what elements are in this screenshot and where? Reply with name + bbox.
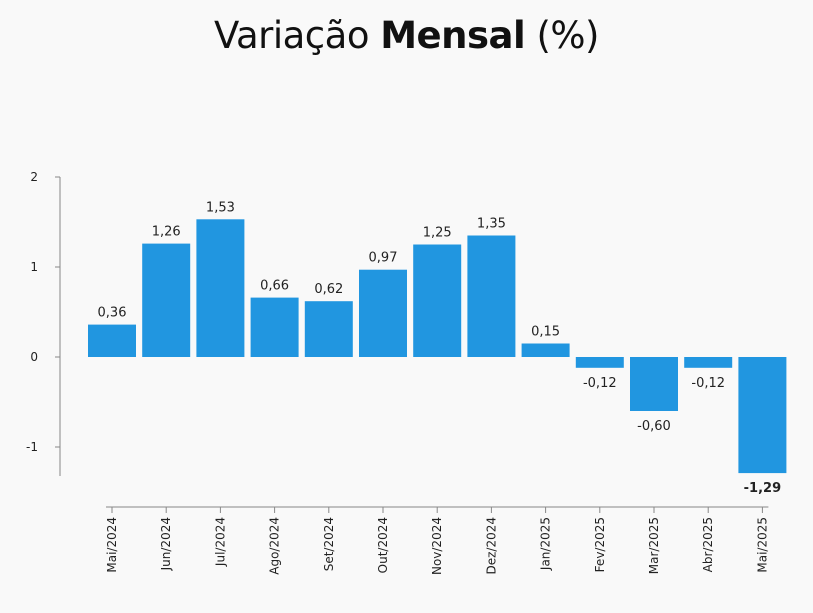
data-label: 1,26 bbox=[152, 225, 181, 240]
data-label: 0,15 bbox=[531, 325, 560, 340]
x-tick-label: Ago/2024 bbox=[268, 517, 282, 575]
bar bbox=[196, 219, 245, 357]
bar bbox=[575, 357, 624, 368]
x-tick-label: Abr/2025 bbox=[701, 517, 715, 572]
data-label: 0,66 bbox=[260, 279, 289, 294]
x-tick-label: Out/2024 bbox=[376, 517, 390, 573]
x-tick-label: Jun/2024 bbox=[159, 517, 173, 571]
title-part-1: Variação bbox=[214, 14, 369, 57]
bar bbox=[359, 269, 407, 357]
x-tick-label: Dez/2024 bbox=[484, 517, 498, 575]
y-tick-label: 2 bbox=[30, 170, 38, 184]
bar bbox=[521, 343, 570, 357]
x-tick-label: Jan/2025 bbox=[539, 517, 553, 571]
bar bbox=[250, 297, 299, 357]
y-tick-label: 1 bbox=[30, 260, 38, 274]
bar bbox=[413, 244, 462, 357]
title-part-3: (%) bbox=[536, 14, 599, 57]
y-tick-label: -1 bbox=[26, 440, 38, 454]
x-tick-label: Mai/2025 bbox=[755, 517, 769, 573]
y-tick-label: 0 bbox=[30, 350, 38, 364]
data-label: 1,53 bbox=[206, 200, 235, 215]
data-label: -0,12 bbox=[583, 376, 617, 391]
data-label: 0,97 bbox=[369, 251, 398, 266]
bar bbox=[467, 235, 516, 357]
data-label: 1,25 bbox=[423, 226, 452, 241]
bar bbox=[684, 357, 733, 368]
x-tick-label: Mai/2024 bbox=[105, 517, 119, 573]
data-label: 0,62 bbox=[314, 282, 343, 297]
data-label: 1,35 bbox=[477, 217, 506, 232]
data-label: 0,36 bbox=[98, 306, 127, 321]
title-part-2: Mensal bbox=[380, 14, 526, 57]
data-label: -0,12 bbox=[691, 376, 725, 391]
x-tick-label: Nov/2024 bbox=[430, 517, 444, 575]
data-label: -0,60 bbox=[637, 419, 671, 434]
data-label: -1,29 bbox=[744, 481, 781, 496]
bar bbox=[304, 301, 353, 357]
bar bbox=[630, 357, 678, 411]
chart-title: Variação Mensal (%) bbox=[0, 14, 813, 57]
bar bbox=[88, 324, 136, 357]
x-tick-label: Fev/2025 bbox=[593, 517, 607, 572]
bar bbox=[738, 357, 787, 474]
x-tick-label: Jul/2024 bbox=[213, 517, 227, 567]
bar bbox=[142, 243, 191, 357]
x-tick-label: Mar/2025 bbox=[647, 517, 661, 574]
x-tick-label: Set/2024 bbox=[322, 517, 336, 571]
